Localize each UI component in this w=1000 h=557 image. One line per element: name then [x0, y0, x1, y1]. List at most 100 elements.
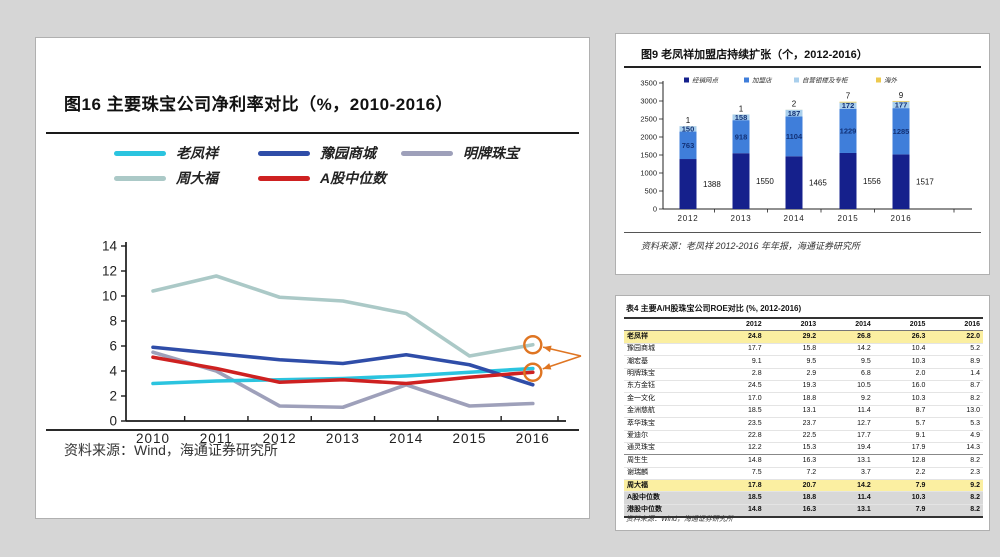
- legend-label: 明牌珠宝: [463, 145, 519, 161]
- roe-value-cell: 14.2: [857, 481, 871, 489]
- svg-text:2012: 2012: [263, 431, 297, 446]
- svg-text:150: 150: [682, 124, 695, 133]
- roe-value-cell: 18.5: [747, 407, 762, 415]
- figure16-title: 图16 主要珠宝公司净利率对比（%，2010-2016）: [64, 95, 454, 114]
- svg-text:0: 0: [653, 205, 657, 214]
- table-row: 老凤祥 24.8 29.2 26.8 26.3 22.0: [624, 330, 983, 344]
- roe-value-cell: 18.5: [747, 493, 762, 501]
- roe-value-cell: 9.2: [970, 481, 980, 489]
- legend-item: A股中位数: [258, 170, 386, 186]
- annotation-arrows: [523, 335, 582, 382]
- axes: 0 500 1000 1500 2000 2500 3000 3500 2012 2013 2014…: [640, 79, 972, 223]
- bar-segment: [785, 109, 803, 117]
- legend-swatch: [114, 150, 166, 156]
- legend-swatch: [114, 175, 166, 181]
- svg-text:6: 6: [109, 339, 117, 354]
- roe-value-cell: 13.0: [966, 407, 980, 415]
- roe-value-cell: 5.3: [970, 419, 980, 427]
- roe-value-cell: 22.0: [966, 332, 980, 340]
- roe-value-cell: 14.2: [857, 345, 871, 353]
- figure9-source-rule: [624, 232, 981, 233]
- company-name-cell: 金一文化: [627, 394, 655, 402]
- bar-segment: [839, 108, 857, 153]
- svg-text:1104: 1104: [786, 132, 803, 141]
- roe-value-cell: 8.9: [970, 357, 980, 365]
- table4-title: 表4 主要A/H股珠宝公司ROE对比 (%, 2012-2016): [626, 304, 802, 313]
- roe-value-cell: 2.3: [970, 469, 980, 477]
- roe-value-cell: 9.5: [861, 357, 871, 365]
- legend-label: 豫园商城: [320, 145, 376, 161]
- svg-text:158: 158: [735, 113, 748, 122]
- company-name-cell: 萃华珠宝: [627, 419, 655, 427]
- svg-text:2011: 2011: [200, 431, 233, 446]
- svg-text:187: 187: [788, 109, 801, 118]
- bar-segment: [679, 131, 697, 160]
- figure9-title-rule: [624, 66, 981, 68]
- roe-value-cell: 11.4: [857, 407, 871, 415]
- svg-text:2010: 2010: [136, 431, 170, 446]
- table-header-cell: 2015: [909, 320, 926, 328]
- bar-segment: [679, 159, 697, 209]
- legend-label: 自营银楼及专柜: [802, 76, 849, 84]
- company-name-cell: 东方金钰: [627, 382, 655, 390]
- bar-segment: [839, 101, 857, 103]
- svg-text:918: 918: [735, 132, 748, 141]
- roe-value-cell: 14.8: [747, 506, 762, 514]
- roe-value-cell: 5.2: [970, 345, 980, 353]
- roe-value-cell: 19.4: [857, 444, 871, 452]
- bar-segment: [679, 126, 697, 132]
- roe-value-cell: 16.3: [802, 506, 817, 514]
- table-row: 金一文化 17.0 18.8 9.2 10.3 8.2: [624, 393, 983, 406]
- svg-text:10: 10: [102, 289, 117, 304]
- roe-value-cell: 17.9: [911, 444, 926, 452]
- table-row: 豫园商城 17.7 15.8 14.2 10.4 5.2: [624, 343, 983, 356]
- legend-item: 周大福: [114, 170, 218, 186]
- roe-value-cell: 23.7: [802, 419, 817, 427]
- table-row: 周大福 17.8 20.7 14.2 7.9 9.2: [624, 479, 983, 492]
- roe-value-cell: 10.3: [911, 357, 926, 365]
- bar-segment: [732, 153, 750, 209]
- roe-value-cell: 10.3: [911, 493, 926, 501]
- roe-value-cell: 2.2: [915, 469, 926, 477]
- figure16-net-margin-panel: 图16 主要珠宝公司净利率对比（%，2010-2016） 老凤祥 豫园商城 明牌珠宝…: [35, 37, 590, 519]
- svg-text:2016: 2016: [891, 214, 912, 223]
- line-series: [151, 350, 535, 410]
- company-name-cell: 豫园商城: [627, 345, 655, 353]
- roe-value-cell: 29.2: [802, 332, 817, 340]
- svg-text:2013: 2013: [326, 431, 360, 446]
- svg-text:1465: 1465: [809, 179, 827, 188]
- roe-value-cell: 15.8: [802, 345, 817, 353]
- table-row: 明牌珠宝 2.8 2.9 6.8 2.0 1.4: [624, 368, 983, 381]
- svg-text:1285: 1285: [893, 127, 910, 136]
- company-name-cell: 老凤祥: [627, 332, 648, 340]
- legend-swatch: [401, 150, 453, 156]
- table-header-cell: 2012: [746, 320, 762, 328]
- company-name-cell: 港股中位数: [627, 506, 662, 514]
- axes: 0 2 4 6 8 10 12 14 2010 2011 2012 2013 2014 2015 2016: [102, 239, 566, 446]
- legend-label: 老凤祥: [176, 145, 218, 161]
- company-name-cell: 通灵珠宝: [627, 444, 655, 452]
- roe-value-cell: 10.3: [911, 394, 926, 402]
- roe-value-cell: 23.5: [747, 419, 762, 427]
- roe-value-cell: 8.2: [970, 506, 980, 514]
- annotation-circle: [523, 362, 543, 382]
- roe-value-cell: 1.4: [970, 370, 980, 378]
- table-row: 通灵珠宝 12.2 15.3 19.4 17.9 14.3: [624, 442, 983, 455]
- table-row: 周生生 14.8 16.3 13.1 12.8 8.2: [624, 455, 983, 468]
- legend-swatch: [744, 77, 749, 83]
- roe-value-cell: 3.7: [861, 469, 871, 477]
- company-name-cell: 爱迪尔: [627, 432, 648, 440]
- table-header-cell: 2016: [964, 320, 980, 328]
- svg-text:1556: 1556: [863, 177, 881, 186]
- svg-text:1: 1: [686, 116, 691, 125]
- roe-value-cell: 7.9: [915, 506, 926, 514]
- roe-value-cell: 10.5: [857, 382, 871, 390]
- roe-value-cell: 5.7: [915, 419, 926, 427]
- series-lines: [151, 274, 535, 410]
- roe-value-cell: 24.5: [747, 382, 762, 390]
- net-margin-line-chart: 0 2 4 6 8 10 12 14 2010 2011 2012 2013 2014 2015 2016: [102, 239, 582, 446]
- line-series: [151, 355, 535, 386]
- svg-text:2016: 2016: [516, 431, 550, 446]
- roe-value-cell: 7.5: [751, 469, 762, 477]
- roe-value-cell: 2.0: [915, 370, 926, 378]
